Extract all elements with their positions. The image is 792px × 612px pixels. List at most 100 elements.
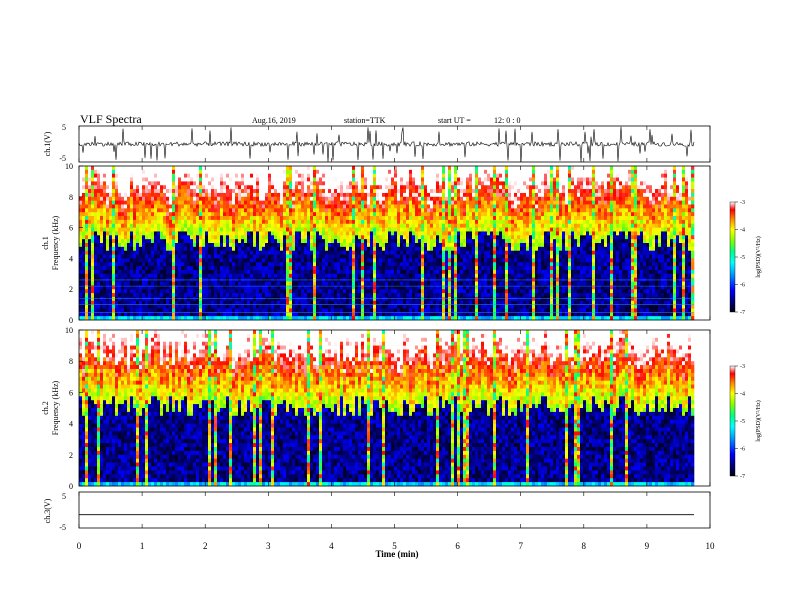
spectrogram-cell xyxy=(391,228,394,232)
spectrogram-cell xyxy=(394,170,397,174)
spectrogram-cell xyxy=(367,205,370,209)
spectrogram-cell xyxy=(415,235,418,239)
spectrogram-cell xyxy=(238,297,241,301)
spectrogram-cell xyxy=(205,193,208,197)
spectrogram-cell xyxy=(412,247,415,251)
spectrogram-cell xyxy=(250,251,253,255)
spectrogram-cell xyxy=(103,185,106,189)
spectrogram-cell xyxy=(361,185,364,189)
spectrogram-cell xyxy=(367,220,370,224)
spectrogram-cell xyxy=(223,247,226,251)
spectrogram-cell xyxy=(229,247,232,251)
spectrogram-cell xyxy=(187,228,190,232)
spectrogram-cell xyxy=(406,297,409,301)
spectrogram-cell xyxy=(442,282,445,286)
spectrogram-cell xyxy=(439,262,442,266)
spectrogram-cell xyxy=(232,220,235,224)
spectrogram-cell xyxy=(181,251,184,255)
spectrogram-cell xyxy=(304,185,307,189)
spectrogram-cell xyxy=(247,282,250,286)
spectrogram-cell xyxy=(193,258,196,262)
spectrogram-cell xyxy=(136,216,139,220)
spectrogram-cell xyxy=(205,189,208,193)
spectrogram-cell xyxy=(223,174,226,178)
spectrogram-cell xyxy=(106,197,109,201)
spectrogram-cell xyxy=(436,212,439,216)
spectrogram-cell xyxy=(349,174,352,178)
spectrogram-cell xyxy=(190,181,193,185)
spectrogram-cell xyxy=(424,251,427,255)
spectrogram-cell xyxy=(379,312,382,316)
spectrogram-cell xyxy=(160,212,163,216)
spectrogram-cell xyxy=(79,235,82,239)
spectrogram-cell xyxy=(190,243,193,247)
spectrogram-cell xyxy=(388,212,391,216)
spectrogram-cell xyxy=(301,224,304,228)
spectrogram-cell xyxy=(442,220,445,224)
spectrogram-cell xyxy=(316,212,319,216)
spectrogram-cell xyxy=(133,243,136,247)
spectrogram-cell xyxy=(412,274,415,278)
spectrogram-cell xyxy=(310,193,313,197)
spectrogram-cell xyxy=(88,301,91,305)
spectrogram-cell xyxy=(250,181,253,185)
spectrogram-cell xyxy=(79,308,82,312)
spectrogram-cell xyxy=(241,297,244,301)
spectrogram-cell xyxy=(343,205,346,209)
spectrogram-cell xyxy=(271,181,274,185)
spectrogram-cell xyxy=(196,235,199,239)
spectrogram-cell xyxy=(298,216,301,220)
spectrogram-cell xyxy=(271,258,274,262)
spectrogram-cell xyxy=(169,247,172,251)
spectrogram-cell xyxy=(283,258,286,262)
spectrogram-cell xyxy=(151,189,154,193)
spectrogram-cell xyxy=(160,216,163,220)
spectrogram-cell xyxy=(436,262,439,266)
spectrogram-cell xyxy=(400,166,403,170)
spectrogram-cell xyxy=(412,270,415,274)
spectrogram-cell xyxy=(109,289,112,293)
spectrogram-cell xyxy=(385,262,388,266)
spectrogram-cell xyxy=(334,262,337,266)
spectrogram-cell xyxy=(118,270,121,274)
spectrogram-cell xyxy=(358,220,361,224)
spectrogram-cell xyxy=(322,201,325,205)
spectrogram-cell xyxy=(94,181,97,185)
spectrogram-cell xyxy=(370,205,373,209)
spectrogram-cell xyxy=(412,166,415,170)
spectrogram-cell xyxy=(181,255,184,259)
spectrogram-cell xyxy=(154,243,157,247)
spectrogram-cell xyxy=(247,258,250,262)
spectrogram-cell xyxy=(268,174,271,178)
spectrogram-cell xyxy=(406,258,409,262)
spectrogram-cell xyxy=(316,228,319,232)
spectrogram-cell xyxy=(175,274,178,278)
spectrogram-cell xyxy=(91,297,94,301)
spectrogram-cell xyxy=(367,228,370,232)
spectrogram-cell xyxy=(193,305,196,309)
spectrogram-cell xyxy=(283,216,286,220)
spectrogram-cell xyxy=(82,193,85,197)
spectrogram-cell xyxy=(280,308,283,312)
spectrogram-cell xyxy=(349,297,352,301)
spectrogram-cell xyxy=(112,305,115,309)
spectrogram-cell xyxy=(427,178,430,182)
spectrogram-cell xyxy=(241,274,244,278)
spectrogram-cell xyxy=(358,239,361,243)
spectrogram-cell xyxy=(376,308,379,312)
spectrogram-cell xyxy=(409,312,412,316)
spectrogram-cell xyxy=(100,220,103,224)
spectrogram-cell xyxy=(145,205,148,209)
spectrogram-cell xyxy=(220,289,223,293)
spectrogram-cell xyxy=(415,216,418,220)
spectrogram-cell xyxy=(121,185,124,189)
spectrogram-cell xyxy=(418,289,421,293)
spectrogram-cell xyxy=(256,185,259,189)
spectrogram-cell xyxy=(397,212,400,216)
spectrogram-cell xyxy=(307,239,310,243)
spectrogram-cell xyxy=(121,305,124,309)
spectrogram-cell xyxy=(406,282,409,286)
spectrogram-cell xyxy=(421,235,424,239)
spectrogram-cell xyxy=(190,201,193,205)
spectrogram-cell xyxy=(187,247,190,251)
